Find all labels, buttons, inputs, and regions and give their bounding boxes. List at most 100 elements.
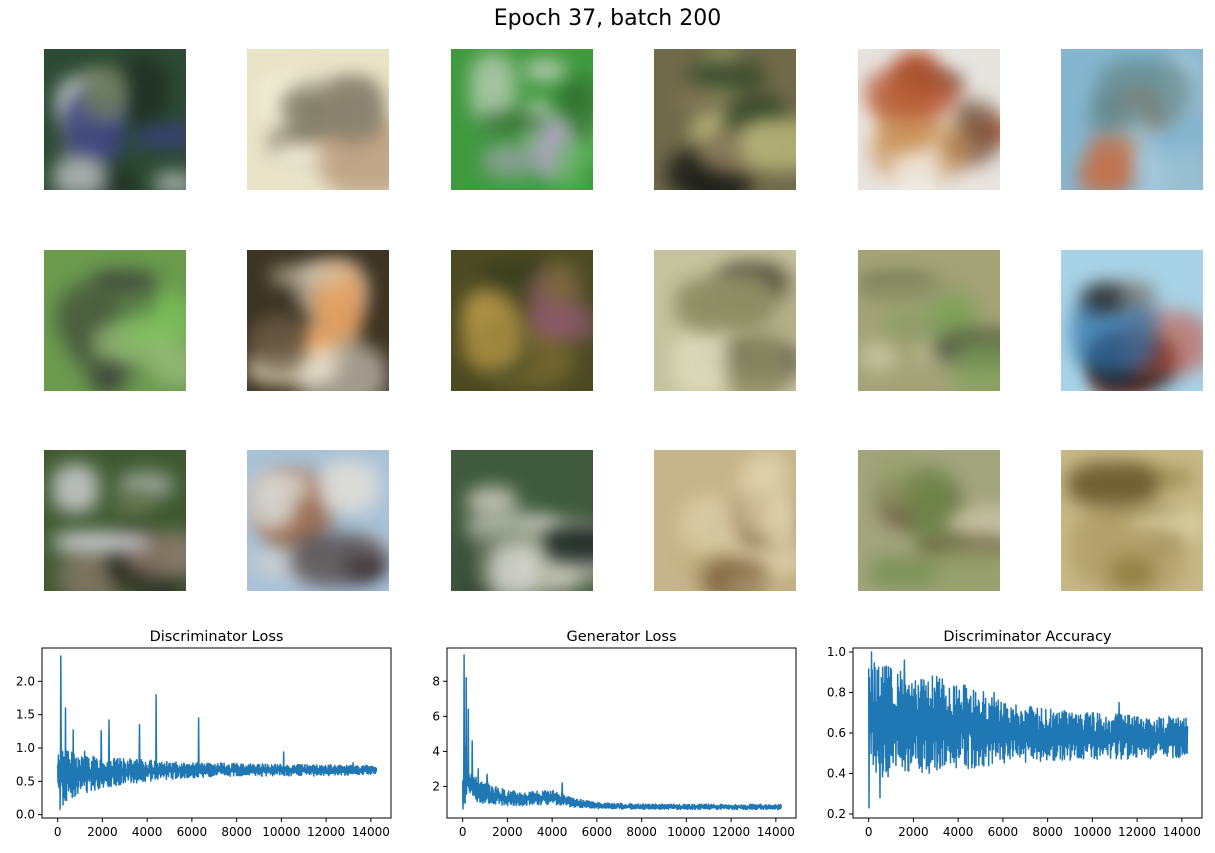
generated-sample-image [44, 250, 186, 391]
generated-sample-image [44, 450, 186, 591]
sample-texture-blob [859, 342, 897, 371]
sample-texture-blob [89, 364, 126, 391]
generated-sample-image [451, 450, 593, 591]
sample-texture-blob [1095, 57, 1192, 126]
sample-texture-blob [674, 275, 774, 333]
x-tick-label: 4000 [537, 825, 568, 839]
generated-sample-image [858, 49, 1000, 190]
generated-sample-image [247, 450, 389, 591]
plot-frame [446, 647, 797, 819]
series-line [867, 651, 1189, 809]
x-tick-label: 6000 [177, 825, 208, 839]
generated-sample-image [654, 450, 796, 591]
y-tick-label: 4 [432, 744, 440, 758]
x-tick-label: 10000 [667, 825, 705, 839]
x-tick-label: 10000 [1073, 825, 1111, 839]
sample-texture-blob [113, 491, 155, 517]
y-tick-label: 0.0 [16, 808, 35, 822]
generated-sample-image [654, 49, 796, 190]
y-tick-label: 2.0 [16, 674, 35, 688]
y-tick-label: 0.6 [827, 726, 846, 740]
x-tick-label: 4000 [943, 825, 974, 839]
sample-texture-blob [462, 298, 525, 371]
sample-texture-blob [907, 466, 957, 545]
x-tick-label: 0 [459, 825, 467, 839]
x-tick-label: 8000 [1032, 825, 1063, 839]
series-line [461, 654, 783, 811]
sample-texture-blob [524, 60, 566, 81]
sample-texture-blob [51, 463, 99, 513]
sample-texture-blob [681, 497, 741, 555]
x-tick-label: 14000 [757, 825, 795, 839]
x-tick-label: 10000 [262, 825, 300, 839]
sample-texture-blob [291, 533, 385, 587]
figure-title: Epoch 37, batch 200 [493, 6, 722, 31]
sample-texture-blob [676, 87, 713, 112]
y-tick-label: 6 [432, 709, 440, 723]
y-tick-label: 0.2 [827, 807, 846, 821]
x-tick-label: 0 [865, 825, 873, 839]
x-tick-label: 12000 [307, 825, 345, 839]
sample-texture-blob [470, 52, 517, 123]
sample-texture-blob [297, 343, 387, 391]
x-tick-label: 14000 [352, 825, 390, 839]
sample-texture-blob [466, 486, 518, 516]
sample-texture-blob [859, 279, 960, 300]
sample-texture-blob [1130, 148, 1170, 190]
chart-title: Discriminator Loss [150, 629, 284, 645]
sample-texture-blob [672, 330, 730, 391]
generated-sample-image [1061, 250, 1203, 391]
y-tick-label: 8 [432, 674, 440, 688]
generated-sample-image [858, 450, 1000, 591]
y-tick-label: 1.0 [827, 645, 846, 659]
sample-texture-blob [134, 123, 186, 149]
x-tick-label: 2000 [492, 825, 523, 839]
generated-sample-image [451, 49, 593, 190]
sample-texture-blob [479, 111, 545, 135]
sample-texture-blob [52, 156, 108, 190]
series-line [56, 655, 378, 810]
generated-sample-image [247, 49, 389, 190]
generated-sample-image [44, 49, 186, 190]
y-tick-label: 0.4 [827, 766, 846, 780]
sample-texture-blob [326, 76, 384, 138]
sample-texture-blob [51, 532, 151, 553]
x-tick-label: 12000 [1118, 825, 1156, 839]
generated-sample-image [858, 250, 1000, 391]
y-tick-label: 1.0 [16, 741, 35, 755]
chart-title: Generator Loss [566, 629, 676, 645]
sample-texture-blob [537, 525, 593, 563]
sample-texture-blob [1109, 556, 1156, 591]
chart-title: Discriminator Accuracy [943, 629, 1112, 645]
x-tick-label: 6000 [988, 825, 1019, 839]
plot-frame [41, 647, 392, 819]
sample-texture-blob [90, 269, 159, 294]
y-tick-label: 1.5 [16, 708, 35, 722]
x-tick-label: 4000 [132, 825, 163, 839]
sample-texture-blob [150, 344, 186, 386]
x-tick-label: 0 [54, 825, 62, 839]
sample-texture-blob [541, 257, 579, 305]
sample-texture-blob [483, 144, 539, 179]
sample-texture-blob [488, 543, 543, 591]
sample-texture-blob [865, 66, 958, 121]
x-tick-label: 6000 [582, 825, 613, 839]
sample-texture-blob [317, 460, 381, 513]
x-tick-label: 2000 [87, 825, 118, 839]
sample-texture-blob [868, 555, 935, 590]
sample-texture-blob [954, 340, 1000, 391]
sample-texture-blob [728, 333, 786, 391]
generated-sample-image [1061, 450, 1203, 591]
sample-texture-blob [898, 312, 930, 341]
y-tick-label: 2 [432, 779, 440, 793]
generated-sample-image [247, 250, 389, 391]
sample-texture-blob [553, 141, 585, 190]
generated-sample-image [654, 250, 796, 391]
sample-texture-blob [81, 65, 129, 119]
x-tick-label: 14000 [1163, 825, 1201, 839]
y-tick-label: 0.8 [827, 686, 846, 700]
sample-texture-blob [724, 574, 796, 591]
generated-sample-image [1061, 49, 1203, 190]
sample-texture-blob [253, 317, 306, 375]
